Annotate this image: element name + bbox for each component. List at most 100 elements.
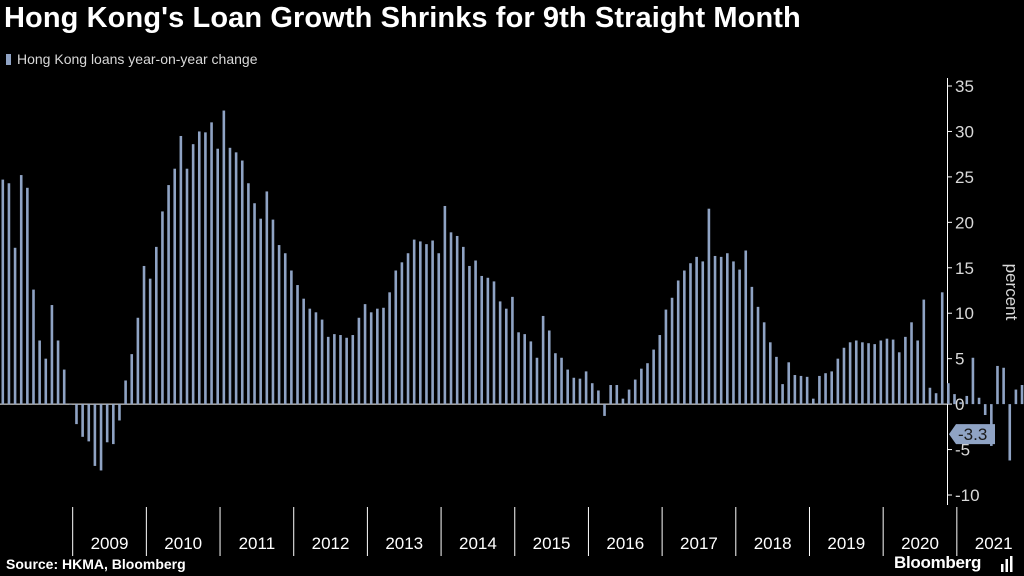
x-tick-label: 2013 xyxy=(385,534,423,553)
data-bar xyxy=(468,265,471,405)
data-bar xyxy=(904,336,907,405)
x-tick-label: 2010 xyxy=(164,534,202,553)
data-bar xyxy=(474,260,477,405)
data-bar xyxy=(750,286,754,405)
data-bar xyxy=(713,255,717,405)
data-bar xyxy=(326,336,330,405)
data-bar xyxy=(897,352,901,405)
data-bar xyxy=(756,306,760,405)
data-bar xyxy=(805,376,809,405)
x-tick-label: 2009 xyxy=(91,534,129,553)
data-bar xyxy=(167,185,170,405)
data-bar xyxy=(732,261,735,405)
chart-title: Hong Kong's Loan Growth Shrinks for 9th … xyxy=(4,2,801,34)
data-bar xyxy=(633,379,637,405)
data-bar xyxy=(394,270,398,405)
y-tick-label: 5 xyxy=(955,350,964,369)
y-axis-label: percent xyxy=(1002,263,1021,321)
data-bar xyxy=(769,342,772,405)
data-bar xyxy=(1002,367,1005,405)
data-bar xyxy=(406,253,410,405)
data-bar xyxy=(584,371,588,405)
data-bar xyxy=(130,354,134,405)
data-bar xyxy=(81,404,84,437)
legend-label: Hong Kong loans year-on-year change xyxy=(17,51,258,67)
data-bar xyxy=(640,368,643,405)
last-value-badge xyxy=(949,424,995,445)
data-bar xyxy=(197,131,201,405)
data-bar xyxy=(455,235,459,405)
data-bar xyxy=(400,262,404,405)
data-bar xyxy=(517,332,520,405)
data-bar xyxy=(652,349,655,405)
data-bar xyxy=(308,308,312,405)
data-bar xyxy=(26,187,29,405)
data-bar xyxy=(940,292,944,405)
data-bar xyxy=(965,395,969,405)
data-bar xyxy=(351,335,355,405)
data-bar xyxy=(775,356,778,405)
data-bar xyxy=(228,147,232,405)
data-bar xyxy=(726,253,729,405)
data-bar xyxy=(142,265,146,405)
x-tick-label: 2019 xyxy=(827,534,865,553)
data-bar xyxy=(38,340,41,405)
data-bar xyxy=(462,246,465,405)
data-bar xyxy=(443,205,447,405)
source-note: Source: HKMA, Bloomberg xyxy=(6,556,186,572)
data-bar xyxy=(854,340,858,405)
last-value-label: -3.3 xyxy=(958,425,987,444)
data-bar xyxy=(566,369,569,405)
data-bar xyxy=(425,244,428,405)
x-tick-label: 2020 xyxy=(901,534,939,553)
y-tick-label: 10 xyxy=(955,304,974,323)
data-bar xyxy=(664,309,668,405)
data-bar xyxy=(333,334,336,405)
data-bar xyxy=(118,404,121,421)
data-bar xyxy=(658,335,662,405)
data-bar xyxy=(449,232,453,405)
data-bar xyxy=(302,298,305,405)
data-bar xyxy=(953,394,956,405)
x-tick-label: 2021 xyxy=(975,534,1013,553)
data-bar xyxy=(204,132,207,405)
data-bar xyxy=(523,334,526,405)
data-bar xyxy=(879,340,883,405)
data-bar xyxy=(173,168,177,405)
data-bar xyxy=(222,110,226,405)
data-bar xyxy=(437,253,441,405)
y-tick-label: -10 xyxy=(955,486,980,505)
data-bar xyxy=(87,404,91,442)
data-bar xyxy=(609,385,612,405)
data-bar xyxy=(719,256,723,405)
data-bar xyxy=(363,304,367,405)
x-tick-label: 2017 xyxy=(680,534,718,553)
data-bar xyxy=(247,183,250,405)
data-bar xyxy=(707,208,711,405)
data-bar xyxy=(830,371,833,405)
data-bar xyxy=(376,308,379,405)
data-bar xyxy=(535,357,539,405)
data-bar xyxy=(216,148,219,405)
bloomberg-logo: Bloomberg xyxy=(894,553,982,572)
data-bar xyxy=(259,218,262,405)
data-bar xyxy=(56,340,60,405)
data-bar xyxy=(848,342,852,405)
x-tick-label: 2014 xyxy=(459,534,497,553)
data-bar xyxy=(578,378,582,405)
data-bar xyxy=(554,353,557,405)
data-bar xyxy=(185,168,189,405)
data-bar xyxy=(983,404,987,416)
data-bar xyxy=(590,383,594,405)
data-bar xyxy=(627,389,631,405)
data-bar xyxy=(615,385,619,405)
data-bar xyxy=(161,211,164,405)
data-bar xyxy=(136,317,140,405)
data-bar xyxy=(744,250,748,405)
data-bar xyxy=(621,398,625,405)
data-bar xyxy=(781,384,784,405)
data-bar xyxy=(842,347,846,405)
data-bar xyxy=(234,152,238,405)
data-bar xyxy=(811,398,815,405)
